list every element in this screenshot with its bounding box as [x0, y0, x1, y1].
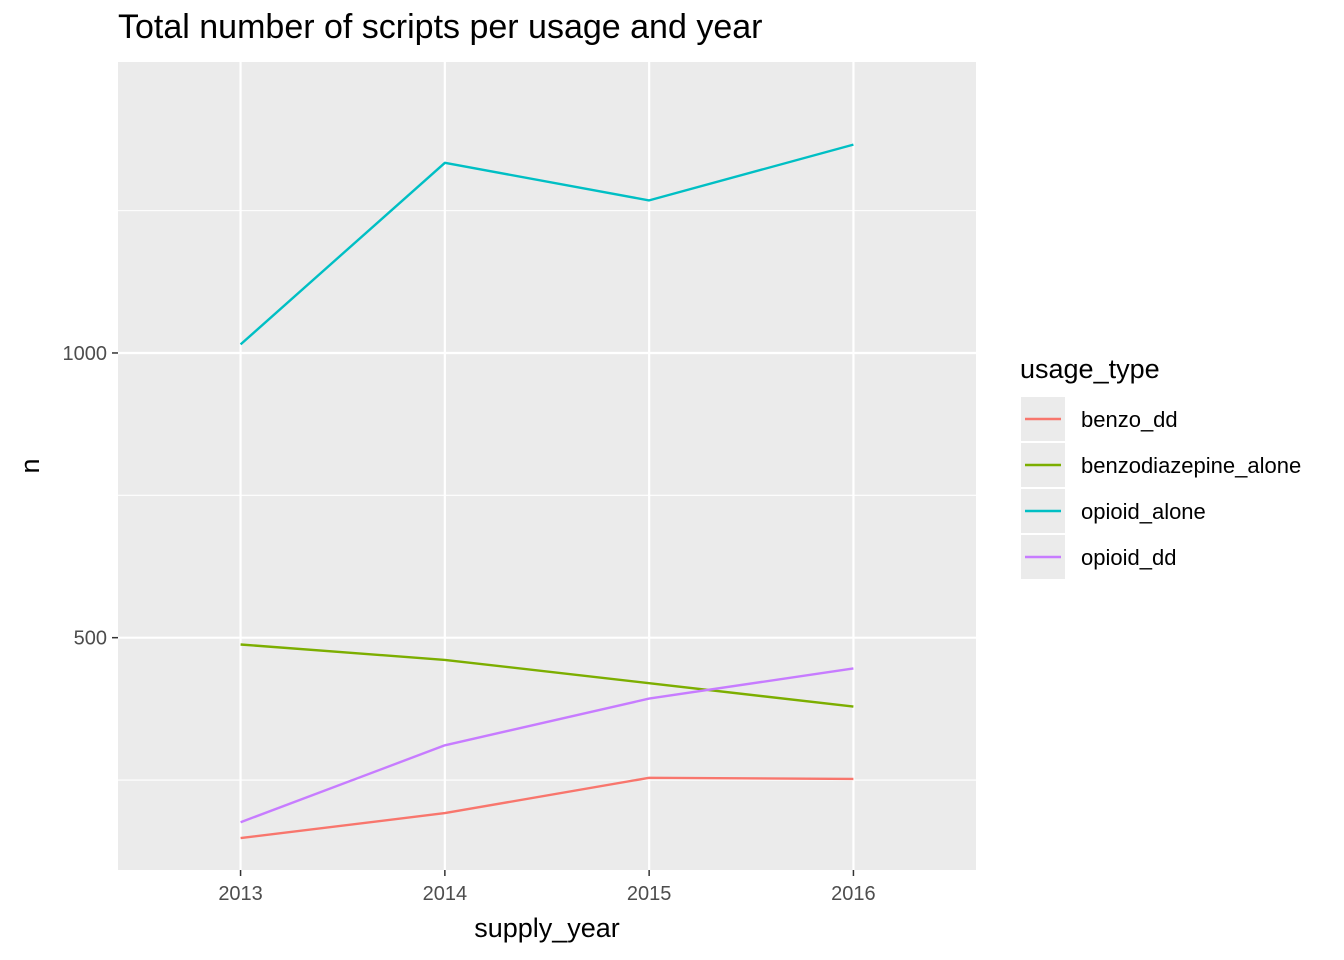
- grid-lines: [118, 62, 976, 870]
- legend-label-opioid_alone: opioid_alone: [1081, 499, 1206, 524]
- series-line-opioid_dd: [240, 667, 854, 824]
- series-line-opioid_alone: [239, 143, 854, 346]
- x-axis-title: supply_year: [474, 913, 620, 943]
- axes: 2013 2014 2015 2016 500 1000: [63, 343, 876, 905]
- legend-label-benzo_dd: benzo_dd: [1081, 407, 1178, 432]
- plot-panel: [118, 62, 976, 870]
- legend-title: usage_type: [1020, 354, 1160, 384]
- series-line-benzodiazepine_alone: [240, 643, 854, 708]
- x-tick-label: 2014: [423, 883, 468, 905]
- x-tick-label: 2013: [218, 883, 263, 905]
- legend-label-benzodiazepine_alone: benzodiazepine_alone: [1081, 453, 1301, 478]
- y-tick-label: 1000: [63, 343, 108, 365]
- y-axis-title: n: [15, 458, 45, 473]
- x-tick-label: 2015: [627, 883, 672, 905]
- chart-title: Total number of scripts per usage and ye…: [118, 8, 763, 46]
- series-line-benzo_dd: [240, 776, 854, 840]
- legend-label-opioid_dd: opioid_dd: [1081, 545, 1176, 570]
- legend: usage_type benzo_dd benzodiazepine_aloneo…: [1020, 354, 1301, 579]
- x-tick-label: 2016: [831, 883, 876, 905]
- y-tick-label: 500: [74, 628, 107, 650]
- series-lines: [239, 143, 854, 840]
